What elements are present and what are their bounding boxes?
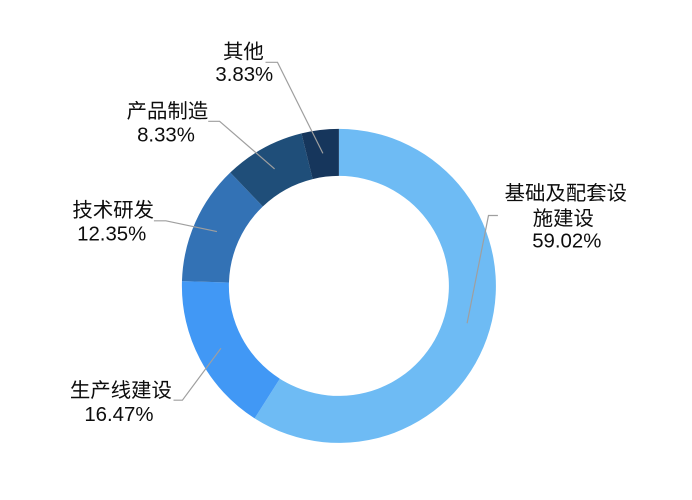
svg-text:16.47%: 16.47%: [84, 404, 153, 426]
svg-text:12.35%: 12.35%: [77, 223, 146, 245]
svg-text:8.33%: 8.33%: [137, 125, 195, 147]
svg-text:3.83%: 3.83%: [215, 64, 273, 86]
svg-text:59.02%: 59.02%: [532, 230, 601, 252]
